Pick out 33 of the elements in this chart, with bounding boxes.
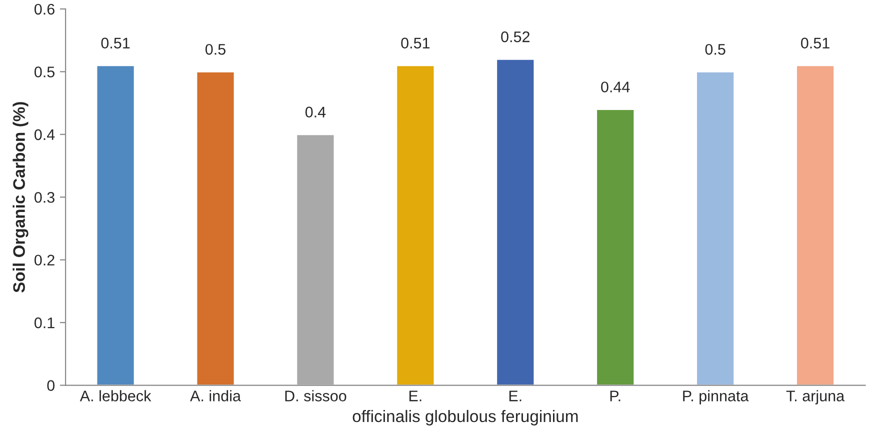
x-axis-title: officinalis globulous feruginium bbox=[352, 410, 578, 426]
x-tick-label: A. india bbox=[190, 390, 241, 402]
y-tick-label: 0 bbox=[47, 380, 55, 391]
data-label: 0.52 bbox=[501, 31, 530, 42]
y-axis-title: Soil Organic Carbon (%) bbox=[12, 102, 28, 292]
y-tick-label: 0.5 bbox=[34, 66, 54, 78]
x-tick-label: E. bbox=[509, 390, 522, 402]
data-label: 0.4 bbox=[305, 106, 326, 118]
bar bbox=[196, 70, 236, 386]
bar bbox=[696, 70, 735, 386]
x-tick-label: D. sissoo bbox=[285, 390, 346, 402]
data-label: 0.5 bbox=[705, 44, 726, 55]
x-tick-label: P. bbox=[610, 390, 620, 402]
data-label: 0.44 bbox=[601, 82, 630, 92]
bar bbox=[496, 58, 536, 386]
y-tick-label: 0.1 bbox=[34, 317, 54, 328]
y-tick-label: 0.3 bbox=[34, 192, 54, 203]
data-label: 0.51 bbox=[101, 38, 130, 48]
y-tick-label: 0.6 bbox=[34, 4, 54, 15]
bar bbox=[396, 64, 436, 386]
x-tick-label: A. lebbeck bbox=[80, 390, 152, 402]
bar bbox=[96, 64, 136, 386]
y-tick-label: 0.4 bbox=[34, 129, 55, 140]
bar bbox=[596, 108, 636, 386]
data-label: 0.5 bbox=[205, 44, 226, 55]
x-tick-label: P. pinnata bbox=[683, 390, 749, 404]
data-label: 0.51 bbox=[801, 38, 830, 48]
y-tick-label: 0.2 bbox=[34, 254, 54, 266]
data-label: 0.51 bbox=[401, 38, 430, 48]
bar bbox=[796, 64, 835, 386]
x-tick-label: E. bbox=[409, 390, 422, 402]
x-tick-label: T. arjuna bbox=[786, 390, 845, 404]
bar bbox=[296, 134, 336, 386]
